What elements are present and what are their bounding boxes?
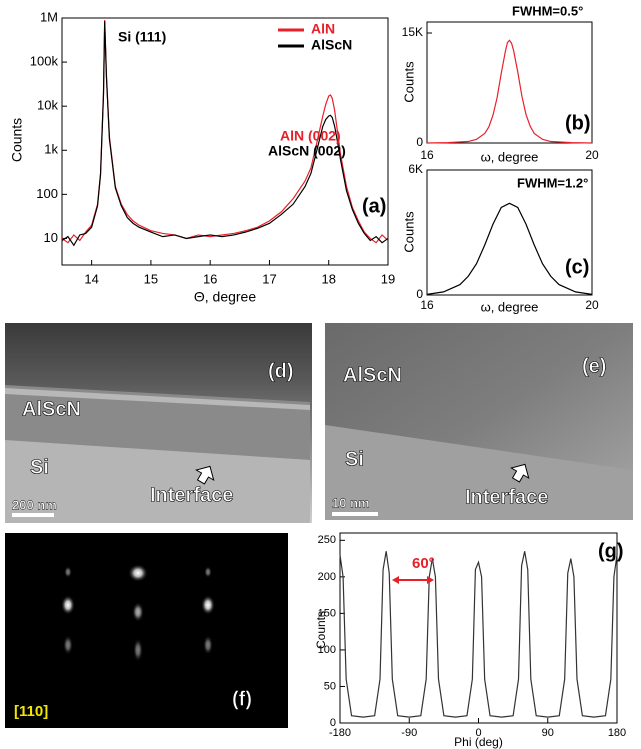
y-tick-label: 1M <box>40 9 58 24</box>
chart: 14 15 16 17 18 19 10 100 1k 10k 100k 1M Θ, degree Cou… <box>9 9 396 304</box>
interface-label: Interface <box>150 484 233 506</box>
y-tick-label: 10 <box>44 230 58 245</box>
y-axis-label: Counts <box>9 118 25 162</box>
y-tick-label: 150 <box>318 607 336 619</box>
annotation: AlScN (002) <box>268 143 346 159</box>
plot-frame <box>426 21 593 144</box>
layer-label: Si <box>345 448 364 470</box>
rheed-image-f: [110] (f) <box>5 533 288 728</box>
legend-label: AlScN <box>311 37 352 53</box>
panel-label: (f) <box>232 688 252 710</box>
y-tick-label: 1k <box>44 142 58 157</box>
tem-image-d: (d) AlScN Si Interface 200 nm <box>5 323 312 523</box>
y-tick-label: 100 <box>318 644 336 656</box>
annotation: FWHM=0.5° <box>512 3 583 18</box>
x-tick-label: 14 <box>84 271 98 286</box>
y-tick-label: 200 <box>318 571 336 583</box>
y-tick-label: 15K <box>402 25 423 39</box>
annotation: (g) <box>598 540 624 562</box>
x-tick-label: 20 <box>585 298 599 312</box>
scale-bar-label: 10 nm <box>332 495 370 510</box>
y-tick-label: 6K <box>408 162 423 176</box>
x-tick-label: 17 <box>262 271 276 286</box>
x-tick-label: 18 <box>321 271 335 286</box>
plot-frame <box>426 169 593 296</box>
annotation: AlN (002) <box>280 128 341 144</box>
tem-image-e: (e) AlScN Si Interface 10 nm <box>325 323 633 520</box>
y-axis-label: Counts <box>401 61 416 103</box>
data-line <box>426 202 593 295</box>
chart: 16 20 0 6K ω, degree Counts FWHM=1.2° (c) <box>401 162 599 314</box>
zone-axis-label: [110] <box>14 703 48 720</box>
data-line <box>426 39 593 144</box>
x-tick-label: -90 <box>401 727 417 739</box>
y-tick-label: 0 <box>330 717 336 729</box>
x-tick-label: 16 <box>420 298 434 312</box>
data-line <box>339 551 618 718</box>
layer-label: AlScN <box>22 398 81 420</box>
panel-label: (d) <box>268 360 294 382</box>
x-tick-label: 90 <box>542 727 554 739</box>
chart: -180 -90 0 90 180 0 50 100 150 200 250 Phi (deg) Cou… <box>314 532 626 749</box>
data-line <box>61 21 389 247</box>
layer-label: Si <box>30 456 49 478</box>
annotation: Si (111) <box>118 29 166 45</box>
y-axis-label: Counts <box>314 611 328 649</box>
y-tick-label: 10k <box>37 98 58 113</box>
x-axis-label: ω, degree <box>481 299 539 314</box>
x-tick-label: 180 <box>608 727 626 739</box>
x-axis-label: Phi (deg) <box>454 735 503 749</box>
y-axis-label: Counts <box>401 211 416 253</box>
annotation: 60° <box>412 555 435 572</box>
y-tick-label: 0 <box>416 287 423 301</box>
annotation: (b) <box>565 112 591 134</box>
x-axis-label: ω, degree <box>481 149 539 164</box>
scale-bar-label: 200 nm <box>12 497 57 512</box>
x-tick-label: 16 <box>203 271 217 286</box>
y-tick-label: 0 <box>416 135 423 149</box>
x-tick-label: 16 <box>420 148 434 162</box>
x-tick-label: -180 <box>329 727 351 739</box>
x-axis-label: Θ, degree <box>194 289 256 305</box>
layer-label: AlScN <box>343 364 402 386</box>
annotation: FWHM=1.2° <box>517 175 588 190</box>
annotation: (a) <box>362 195 386 217</box>
panel-label: (e) <box>582 355 606 377</box>
y-tick-label: 100 <box>36 186 58 201</box>
y-tick-label: 50 <box>324 680 336 692</box>
x-tick-label: 0 <box>475 727 481 739</box>
y-tick-label: 250 <box>318 534 336 546</box>
legend-label: AlN <box>311 21 335 37</box>
x-tick-label: 19 <box>381 271 395 286</box>
plot-frame <box>61 17 389 266</box>
y-tick-label: 100k <box>30 54 59 69</box>
chart: 16 20 0 15K ω, degree Counts FWHM=0.5° (b) <box>401 3 599 164</box>
annotation: (c) <box>565 256 589 278</box>
x-tick-label: 20 <box>585 148 599 162</box>
x-tick-label: 15 <box>144 271 158 286</box>
interface-label: Interface <box>465 486 548 508</box>
